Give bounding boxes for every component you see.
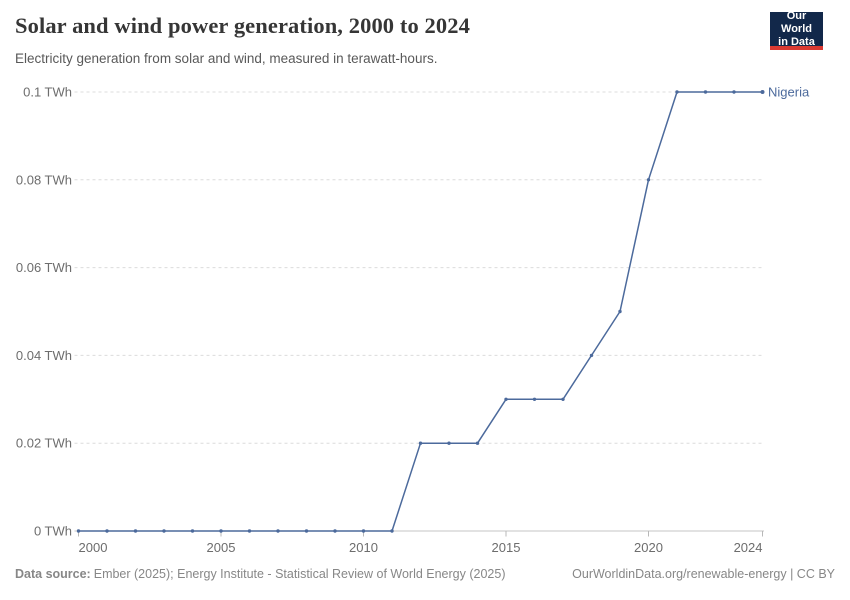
series-label-nigeria[interactable]: Nigeria	[768, 85, 810, 100]
chart-footer: Data source: Ember (2025); Energy Institu…	[15, 567, 835, 581]
data-point[interactable]	[418, 441, 423, 445]
data-point[interactable]	[162, 529, 166, 533]
y-tick-label: 0.1 TWh	[23, 85, 72, 100]
x-tick-label: 2024	[734, 540, 763, 555]
data-point[interactable]	[105, 529, 109, 533]
x-tick-label: 2005	[207, 540, 236, 555]
y-tick-label: 0.06 TWh	[16, 260, 72, 275]
data-point[interactable]	[760, 90, 765, 94]
data-point[interactable]	[190, 529, 195, 533]
chart-title: Solar and wind power generation, 2000 to…	[15, 13, 470, 38]
data-point[interactable]	[390, 529, 394, 533]
data-point[interactable]	[589, 353, 594, 358]
data-point[interactable]	[646, 178, 651, 182]
x-tick-label: 2000	[79, 540, 108, 555]
data-point[interactable]	[304, 529, 309, 533]
series-line-nigeria[interactable]	[77, 91, 764, 532]
owid-logo-line1: Our World	[781, 9, 812, 35]
owid-url-license[interactable]: OurWorldinData.org/renewable-energy | CC…	[572, 567, 835, 581]
data-point[interactable]	[532, 397, 537, 401]
y-tick-label: 0 TWh	[34, 524, 72, 539]
data-point[interactable]	[361, 529, 366, 533]
data-point[interactable]	[447, 441, 451, 445]
data-point[interactable]	[703, 90, 708, 94]
data-source-label: Data source:	[15, 567, 91, 581]
x-tick-label: 2010	[349, 540, 378, 555]
data-point[interactable]	[475, 441, 480, 445]
data-point[interactable]	[561, 397, 565, 401]
owid-logo[interactable]: Our World in Data	[770, 9, 823, 50]
y-tick-label: 0.04 TWh	[16, 348, 72, 363]
data-point[interactable]	[675, 90, 679, 94]
y-tick-label: 0.08 TWh	[16, 172, 72, 187]
data-point[interactable]	[133, 529, 138, 533]
data-point[interactable]	[76, 529, 81, 533]
data-point[interactable]	[732, 90, 736, 94]
data-point[interactable]	[618, 309, 622, 314]
x-tick-label: 2020	[634, 540, 663, 555]
data-source-note: Data source: Ember (2025); Energy Institu…	[15, 567, 505, 581]
data-point[interactable]	[276, 529, 280, 533]
data-point[interactable]	[333, 529, 337, 533]
chart-subtitle: Electricity generation from solar and wi…	[15, 51, 438, 66]
data-point[interactable]	[219, 529, 223, 533]
x-tick-label: 2015	[492, 540, 521, 555]
data-source-text: Ember (2025); Energy Institute - Statist…	[93, 567, 506, 581]
y-tick-label: 0.02 TWh	[16, 436, 72, 451]
data-point[interactable]	[247, 529, 252, 533]
owid-logo-line2: in Data	[778, 35, 815, 48]
data-point[interactable]	[504, 397, 508, 401]
